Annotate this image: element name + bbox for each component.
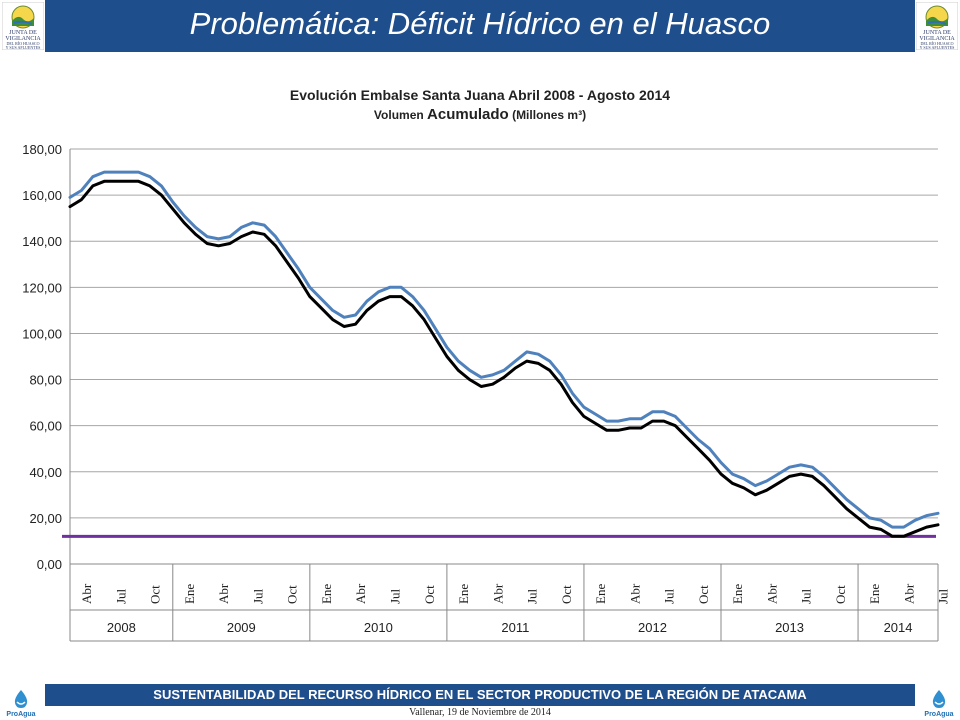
page-title: Problemática: Déficit Hídrico en el Huas…	[189, 6, 771, 41]
year-label-2011: 2011	[501, 620, 529, 635]
junta-vigilancia-logo: JUNTA DE VIGILANCIA DEL RÍO HUASCO Y SUS…	[2, 2, 44, 50]
month-label-3: Ene	[182, 584, 197, 604]
footer-bar: SUSTENTABILIDAD DEL RECURSO HÍDRICO EN E…	[45, 684, 915, 706]
month-label-20: Abr	[764, 583, 779, 604]
logo-right-text-line-4: Y SUS AFLUENTES	[920, 45, 955, 50]
y-axis-tick-labels: 0,00 20,00 40,00 60,00 80,00 100,00 120,00 140,…	[22, 142, 62, 572]
month-label-25: Jul	[936, 588, 951, 604]
y-tick-label-9: 180,00	[22, 142, 62, 157]
series-line-1	[68, 179, 940, 538]
year-label-2010: 2010	[364, 620, 393, 635]
y-tick-label-7: 140,00	[22, 234, 62, 249]
year-label-2012: 2012	[638, 620, 667, 635]
logo-text-line-1: JUNTA DE	[9, 30, 37, 36]
proagua-logo-right-text: ProAgua	[924, 711, 953, 718]
category-axis: 2008 2009 2010 2011 2012 2013 2014 Abr Jul Oct Ene…	[69, 564, 951, 642]
year-label-2009: 2009	[227, 620, 256, 635]
logo-right-text-line-3: DEL RÍO HUASCO	[921, 41, 954, 46]
month-label-10: Oct	[422, 585, 437, 604]
series-line-0	[68, 170, 940, 529]
series-lines	[68, 170, 940, 538]
proagua-logo-right: ProAgua	[924, 690, 954, 718]
month-label-12: Abr	[490, 583, 505, 604]
month-label-0: Abr	[79, 583, 94, 604]
y-tick-label-1: 20,00	[29, 511, 62, 526]
header-bar: Problemática: Déficit Hídrico en el Huas…	[45, 0, 915, 52]
month-label-4: Abr	[216, 583, 231, 604]
month-label-13: Jul	[525, 588, 540, 604]
month-label-7: Ene	[319, 584, 334, 604]
month-label-14: Oct	[559, 585, 574, 604]
footer-title: SUSTENTABILIDAD DEL RECURSO HÍDRICO EN E…	[153, 687, 807, 702]
month-label-21: Jul	[799, 588, 814, 604]
month-label-18: Oct	[696, 585, 711, 604]
junta-vigilancia-logo-right: JUNTA DE VIGILANCIA DEL RÍO HUASCO Y SUS…	[916, 2, 958, 50]
y-tick-label-0: 0,00	[37, 557, 62, 572]
logo-text-line-2: VIGILANCIA	[5, 36, 41, 42]
proagua-logo-text: ProAgua	[6, 711, 35, 718]
footer-date: Vallenar, 19 de Noviembre de 2014	[409, 707, 551, 718]
month-label-8: Abr	[353, 583, 368, 604]
logo-text-line-4: Y SUS AFLUENTES	[6, 45, 41, 50]
y-tick-label-6: 120,00	[22, 280, 62, 295]
chart-subtitle-prefix: Volumen	[373, 108, 428, 122]
chart-subtitle-suffix: (Millones m³)	[508, 108, 587, 122]
y-tick-label-5: 100,00	[22, 326, 62, 341]
month-label-15: Ene	[593, 584, 608, 604]
logo-text-line-3: DEL RÍO HUASCO	[7, 41, 40, 46]
y-tick-label-3: 60,00	[29, 419, 62, 434]
grid-lines	[69, 148, 938, 565]
year-label-2014: 2014	[884, 620, 913, 635]
month-label-17: Jul	[662, 588, 677, 604]
y-tick-label-4: 80,00	[29, 373, 62, 388]
month-label-2: Oct	[148, 585, 163, 604]
year-label-2008: 2008	[107, 620, 136, 635]
chart-subtitle: Volumen Acumulado (Millones m³)	[0, 106, 960, 123]
month-label-24: Abr	[901, 583, 916, 604]
year-label-2013: 2013	[775, 620, 804, 635]
month-label-19: Ene	[730, 584, 745, 604]
month-label-23: Ene	[867, 584, 882, 604]
logo-right-text-line-1: JUNTA DE	[923, 30, 951, 36]
proagua-logo: ProAgua	[6, 690, 36, 718]
month-label-16: Abr	[627, 583, 642, 604]
month-label-11: Ene	[456, 584, 471, 604]
logo-right-text-line-2: VIGILANCIA	[919, 36, 955, 42]
month-label-6: Oct	[285, 585, 300, 604]
month-label-22: Oct	[833, 585, 848, 604]
y-tick-label-8: 160,00	[22, 188, 62, 203]
y-tick-label-2: 40,00	[29, 465, 62, 480]
month-label-1: Jul	[113, 588, 128, 604]
month-label-9: Jul	[388, 588, 403, 604]
month-label-5: Jul	[250, 588, 265, 604]
chart-title: Evolución Embalse Santa Juana Abril 2008…	[289, 87, 671, 103]
chart-subtitle-emphasis: Acumulado	[427, 106, 509, 123]
